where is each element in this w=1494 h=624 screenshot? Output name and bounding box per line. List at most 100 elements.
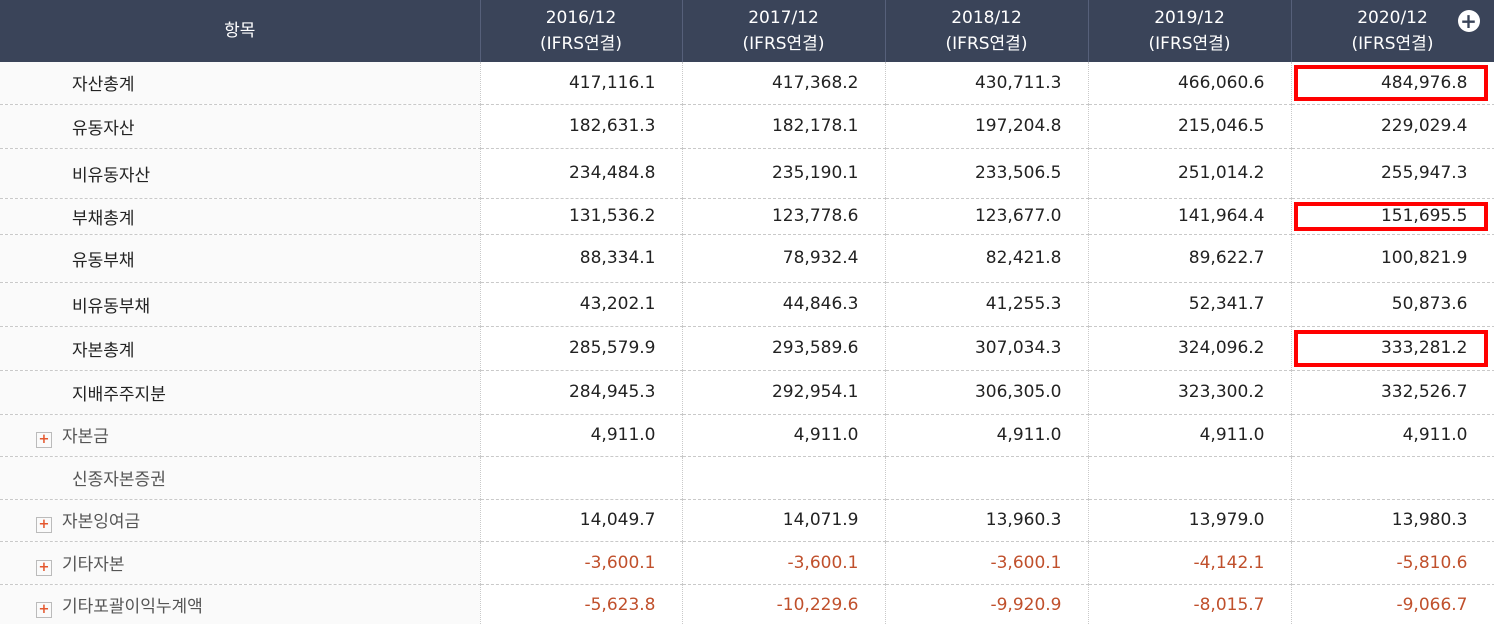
- value-cell: [1291, 456, 1494, 500]
- expand-all-icon[interactable]: +: [1457, 10, 1480, 32]
- value-cell: 4,911.0: [480, 414, 683, 457]
- row-label: 비유동부채: [72, 296, 151, 317]
- value: 4,911.0: [793, 425, 859, 445]
- value-cell: 4,911.0: [885, 414, 1089, 457]
- value-cell: -3,600.1: [885, 541, 1089, 585]
- basis: (IFRS연결): [1351, 34, 1434, 54]
- value-cell: 215,046.5: [1088, 104, 1292, 149]
- value-cell: -10,229.6: [682, 584, 886, 624]
- value-cell: -8,015.7: [1088, 584, 1292, 624]
- header-row: 항목 2016/12 (IFRS연결) 2017/12 (IFRS연결) 2018/12…: [0, 0, 1494, 62]
- row-label: 유동자산: [72, 118, 135, 139]
- value-cell: 251,014.2: [1088, 148, 1292, 199]
- value: 14,049.7: [579, 510, 656, 530]
- row-label-cell: 유동부채: [0, 234, 481, 283]
- value: 89,622.7: [1188, 248, 1265, 268]
- value: 323,300.2: [1177, 382, 1265, 402]
- row-label-cell: + 기타자본: [0, 541, 481, 585]
- value-cell: 14,071.9: [682, 499, 886, 542]
- value: 41,255.3: [985, 294, 1062, 314]
- value-cell: 100,821.9: [1291, 234, 1494, 283]
- value: 182,631.3: [568, 116, 656, 136]
- value-cell: -9,066.7: [1291, 584, 1494, 624]
- value-cell: 323,300.2: [1088, 370, 1292, 415]
- value: 88,334.1: [579, 248, 656, 268]
- value: 4,911.0: [590, 425, 656, 445]
- value: 13,960.3: [985, 510, 1062, 530]
- value-cell: 13,979.0: [1088, 499, 1292, 542]
- value: 13,980.3: [1391, 510, 1468, 530]
- value: 417,368.2: [771, 72, 859, 93]
- period-header: 2016/12 (IFRS연결): [480, 0, 683, 62]
- item-header: 항목: [0, 0, 481, 62]
- value: 123,778.6: [771, 206, 859, 226]
- basis: (IFRS연결): [1148, 34, 1231, 54]
- value-cell: 13,960.3: [885, 499, 1089, 542]
- value: 234,484.8: [568, 163, 656, 183]
- value-cell: 131,536.2: [480, 198, 683, 235]
- table-row: 유동부채 88,334.1 78,932.4 82,421.8 89,622.7 100,…: [0, 234, 1494, 283]
- value-cell: 430,711.3: [885, 62, 1089, 105]
- value: 417,116.1: [568, 72, 656, 93]
- row-label: 부채총계: [72, 208, 135, 229]
- value-cell: 182,631.3: [480, 104, 683, 149]
- value: 466,060.6: [1177, 72, 1265, 93]
- value: -8,015.7: [1193, 595, 1265, 615]
- table-row: 자산총계 417,116.1 417,368.2 430,711.3 466,060.6…: [0, 62, 1494, 105]
- value: 333,281.2: [1380, 338, 1468, 358]
- value: 141,964.4: [1177, 206, 1265, 226]
- row-label-cell: 신종자본증권: [0, 456, 481, 500]
- value-cell: 235,190.1: [682, 148, 886, 199]
- value-cell: 41,255.3: [885, 282, 1089, 327]
- value-cell: 4,911.0: [682, 414, 886, 457]
- value-cell: 50,873.6: [1291, 282, 1494, 327]
- value: -9,066.7: [1396, 595, 1468, 615]
- row-label: 기타포괄이익누계액: [62, 597, 203, 617]
- value: 13,979.0: [1188, 510, 1265, 530]
- expand-icon[interactable]: +: [36, 432, 52, 448]
- value: 197,204.8: [974, 116, 1062, 136]
- value: 50,873.6: [1391, 294, 1468, 314]
- value-cell: 141,964.4: [1088, 198, 1292, 235]
- value-cell: 123,677.0: [885, 198, 1089, 235]
- value: 131,536.2: [568, 206, 656, 226]
- basis: (IFRS연결): [742, 34, 825, 54]
- value: 44,846.3: [782, 294, 859, 314]
- value-cell: 89,622.7: [1088, 234, 1292, 283]
- value-cell: 324,096.2: [1088, 326, 1292, 371]
- expand-icon[interactable]: +: [36, 602, 52, 618]
- value: 182,178.1: [771, 116, 859, 136]
- table-row: 자본총계 285,579.9 293,589.6 307,034.3 324,096.2…: [0, 326, 1494, 371]
- row-label: 지배주주지분: [72, 384, 166, 405]
- value: -3,600.1: [787, 552, 859, 573]
- value: 100,821.9: [1380, 248, 1468, 268]
- table-row: + 기타포괄이익누계액 -5,623.8 -10,229.6 -9,920.9 -8,01…: [0, 584, 1494, 624]
- value: -3,600.1: [990, 552, 1062, 573]
- row-label: 기타자본: [62, 554, 125, 575]
- value: 251,014.2: [1177, 163, 1265, 183]
- row-label-cell: + 자본금: [0, 414, 481, 457]
- basis: (IFRS연결): [945, 34, 1028, 54]
- expand-icon[interactable]: +: [36, 559, 52, 576]
- value-cell: 255,947.3: [1291, 148, 1494, 199]
- value-cell: 233,506.5: [885, 148, 1089, 199]
- value-cell: [682, 456, 886, 500]
- row-label-cell: 유동자산: [0, 104, 481, 149]
- table-row: 지배주주지분 284,945.3 292,954.1 306,305.0 323,300…: [0, 370, 1494, 415]
- value-cell: 82,421.8: [885, 234, 1089, 283]
- table-row: 신종자본증권: [0, 456, 1494, 500]
- value-cell: [885, 456, 1089, 500]
- row-label-cell: 부채총계: [0, 198, 481, 235]
- expand-icon[interactable]: +: [36, 517, 52, 533]
- table-row: 부채총계 131,536.2 123,778.6 123,677.0 141,964.4…: [0, 198, 1494, 235]
- value-cell: -4,142.1: [1088, 541, 1292, 585]
- value-cell: 229,029.4: [1291, 104, 1494, 149]
- value-cell: 4,911.0: [1291, 414, 1494, 457]
- row-label-cell: 자산총계: [0, 62, 481, 105]
- period-header: 2018/12 (IFRS연결): [885, 0, 1089, 62]
- row-label-cell: 자본총계: [0, 326, 481, 371]
- value-cell: 13,980.3: [1291, 499, 1494, 542]
- value-cell: 88,334.1: [480, 234, 683, 283]
- value: 229,029.4: [1380, 116, 1468, 136]
- value: 14,071.9: [782, 510, 859, 530]
